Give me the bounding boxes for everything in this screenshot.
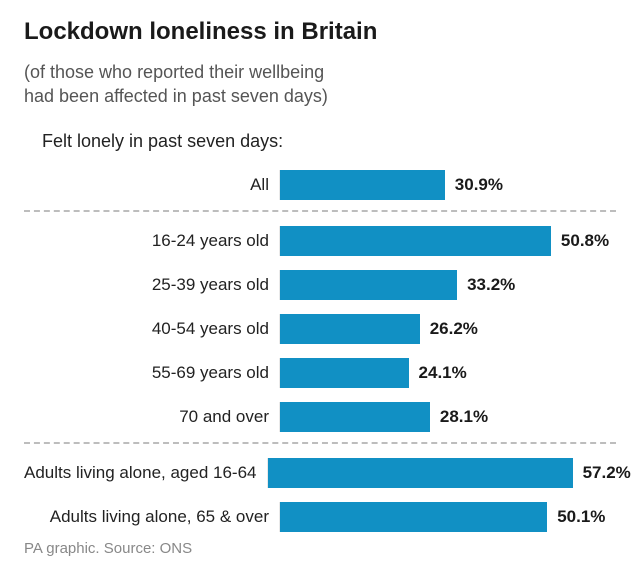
bar-value: 24.1% xyxy=(419,363,467,383)
bar-zone: 33.2% xyxy=(279,270,616,300)
bar-value: 50.1% xyxy=(557,507,605,527)
chart-container: Lockdown loneliness in Britain (of those… xyxy=(0,0,640,536)
bar-zone: 50.1% xyxy=(279,502,616,532)
bar-row: 40-54 years old 26.2% xyxy=(24,310,616,348)
chart-header: Felt lonely in past seven days: xyxy=(42,131,616,152)
bar-value: 26.2% xyxy=(430,319,478,339)
bar-zone: 30.9% xyxy=(279,170,616,200)
subtitle: (of those who reported their wellbeing h… xyxy=(24,60,616,109)
bar-label: 70 and over xyxy=(24,407,279,427)
bar-row: Adults living alone, 65 & over 50.1% xyxy=(24,498,616,536)
bar-chart: All 30.9% 16-24 years old 50.8% 25-39 years … xyxy=(24,166,616,536)
bar-label: All xyxy=(24,175,279,195)
bar-zone: 26.2% xyxy=(279,314,616,344)
bar-label: 55-69 years old xyxy=(24,363,279,383)
subtitle-line-2: had been affected in past seven days) xyxy=(24,86,328,106)
bar-label: 16-24 years old xyxy=(24,231,279,251)
subtitle-line-1: (of those who reported their wellbeing xyxy=(24,62,324,82)
bar-zone: 57.2% xyxy=(267,458,631,488)
bar xyxy=(268,458,573,488)
bar-value: 30.9% xyxy=(455,175,503,195)
group-divider xyxy=(24,442,616,444)
title: Lockdown loneliness in Britain xyxy=(24,18,616,46)
bar-zone: 28.1% xyxy=(279,402,616,432)
bar-zone: 50.8% xyxy=(279,226,616,256)
bar-value: 57.2% xyxy=(583,463,631,483)
bar-label: 25-39 years old xyxy=(24,275,279,295)
bar-row: All 30.9% xyxy=(24,166,616,204)
bar xyxy=(280,226,551,256)
bar-value: 50.8% xyxy=(561,231,609,251)
bar-label: Adults living alone, 65 & over xyxy=(24,507,279,527)
bar xyxy=(280,358,409,388)
bar-value: 28.1% xyxy=(440,407,488,427)
bar xyxy=(280,502,547,532)
group-divider xyxy=(24,210,616,212)
bar xyxy=(280,170,445,200)
bar-row: Adults living alone, aged 16-6457.2% xyxy=(24,454,616,492)
bar xyxy=(280,270,457,300)
bar-row: 55-69 years old 24.1% xyxy=(24,354,616,392)
bar-label: Adults living alone, aged 16-64 xyxy=(24,463,267,483)
bar-row: 16-24 years old 50.8% xyxy=(24,222,616,260)
bar-row: 70 and over 28.1% xyxy=(24,398,616,436)
footer-source: PA graphic. Source: ONS xyxy=(24,540,192,557)
bar xyxy=(280,314,420,344)
bar-row: 25-39 years old 33.2% xyxy=(24,266,616,304)
bar xyxy=(280,402,430,432)
bar-value: 33.2% xyxy=(467,275,515,295)
bar-label: 40-54 years old xyxy=(24,319,279,339)
bar-zone: 24.1% xyxy=(279,358,616,388)
